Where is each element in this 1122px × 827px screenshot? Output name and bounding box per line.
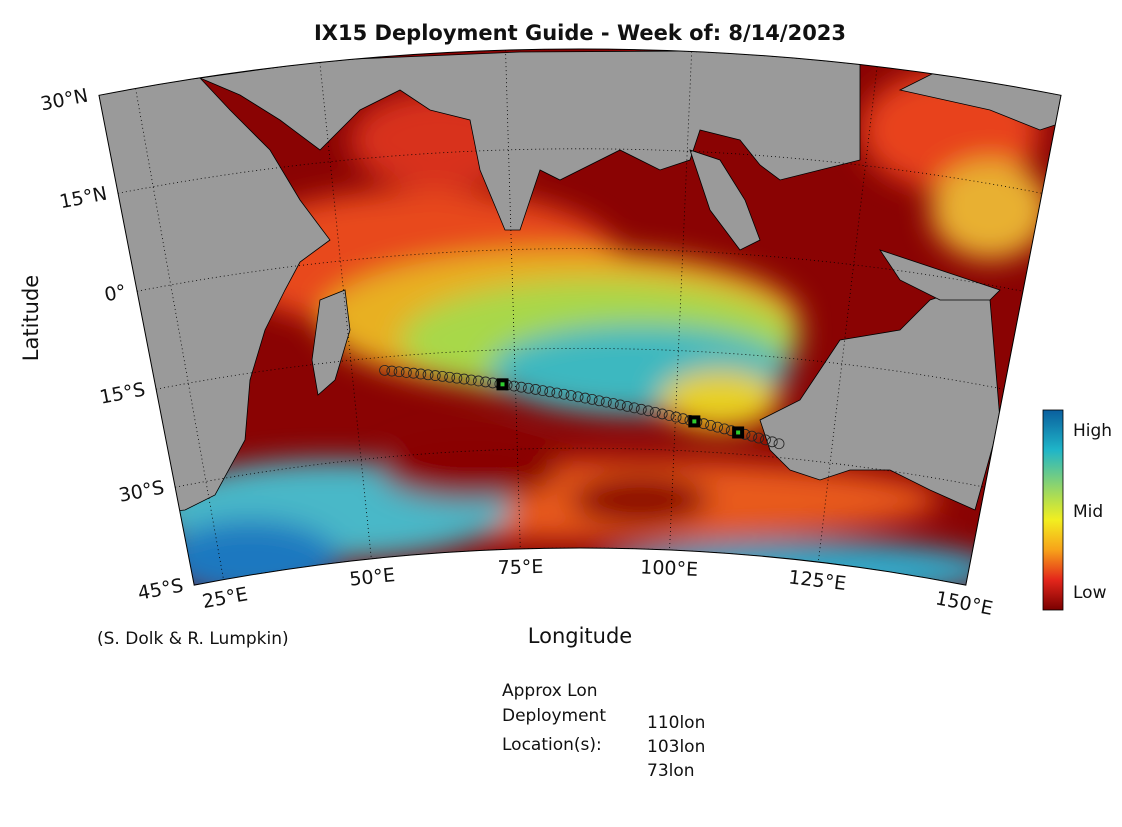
- track-point: [607, 398, 619, 409]
- track-point: [551, 387, 563, 399]
- track-point: [437, 371, 448, 382]
- y-axis-label: Latitude: [19, 275, 43, 361]
- lat-tick-label: 30°N: [39, 85, 90, 116]
- track-point: [558, 388, 570, 400]
- track-point: [508, 380, 520, 392]
- track-point: [621, 400, 633, 412]
- deployment-heading: Location(s):: [502, 735, 602, 755]
- lat-tick-label: 0°: [103, 281, 128, 307]
- track-point: [670, 411, 682, 423]
- colorbar-label: Low: [1073, 583, 1107, 603]
- track-point: [422, 369, 434, 381]
- deployment-marker-center: [692, 419, 697, 424]
- track-point: [656, 408, 668, 420]
- lon-tick-label: 75°E: [497, 556, 543, 579]
- colorbar-label: Mid: [1073, 502, 1103, 522]
- deployment-location: 103lon: [647, 737, 705, 757]
- lat-tick-label: 30°S: [117, 476, 166, 506]
- credit: (S. Dolk & R. Lumpkin): [97, 629, 289, 649]
- track-point: [705, 420, 717, 431]
- map-frame: [98, 48, 1062, 586]
- track-point: [415, 368, 427, 380]
- x-axis-label: Longitude: [528, 624, 632, 648]
- grid-line: [136, 248, 1024, 292]
- track-point: [766, 436, 778, 448]
- lon-tick-label: 25°E: [201, 583, 250, 613]
- grid-line: [156, 348, 1004, 390]
- colorbar: [1042, 409, 1064, 611]
- track-point: [400, 367, 412, 378]
- lon-tick-label: 100°E: [640, 556, 699, 581]
- title: IX15 Deployment Guide - Week of: 8/14/20…: [314, 21, 846, 45]
- track-point: [386, 365, 398, 377]
- track-point: [677, 413, 689, 425]
- deployment-location: 110lon: [647, 713, 705, 733]
- lat-tick-label: 45°S: [136, 574, 185, 604]
- track-point: [572, 391, 584, 403]
- track-point: [473, 375, 484, 387]
- track-point: [537, 385, 549, 396]
- lon-tick-label: 150°E: [934, 587, 995, 620]
- track-point: [642, 405, 654, 417]
- track-point: [712, 421, 723, 433]
- track-point: [444, 371, 456, 383]
- track-point: [451, 372, 463, 384]
- track-point: [663, 410, 675, 421]
- track-point: [544, 386, 556, 398]
- track-point: [530, 384, 541, 395]
- track-point: [515, 381, 527, 393]
- track-point: [635, 403, 647, 415]
- track-point: [393, 366, 405, 378]
- track-point: [379, 364, 390, 376]
- deployment-heading: Approx Lon: [502, 681, 598, 701]
- track-point: [458, 373, 470, 385]
- track-point: [408, 367, 419, 379]
- track-point: [593, 395, 605, 407]
- track-point: [628, 402, 640, 414]
- deployment-marker-center: [736, 430, 741, 435]
- grid-line: [117, 148, 1043, 194]
- track-point: [773, 438, 785, 450]
- track-point: [719, 423, 730, 435]
- track-point: [523, 382, 534, 394]
- track-point: [429, 370, 441, 381]
- track-point: [753, 432, 765, 444]
- track-point: [600, 396, 612, 408]
- track-point: [746, 430, 758, 442]
- lat-tick-label: 15°S: [98, 379, 147, 409]
- track-point: [614, 399, 626, 411]
- track-point: [565, 390, 577, 401]
- deployment-location: 73lon: [647, 761, 695, 781]
- track-point: [649, 406, 661, 418]
- track-point: [480, 376, 491, 388]
- lon-tick-label: 50°E: [348, 564, 396, 591]
- track-point: [586, 393, 598, 405]
- lat-tick-label: 15°N: [58, 183, 109, 214]
- lon-tick-label: 125°E: [787, 566, 847, 595]
- deployment-heading: Deployment: [502, 706, 606, 726]
- ship-track: [379, 364, 785, 450]
- track-point: [465, 374, 477, 386]
- colorbar-label: High: [1073, 421, 1112, 441]
- track-point: [760, 434, 771, 446]
- track-point: [579, 392, 591, 404]
- deployment-marker-center: [500, 382, 505, 387]
